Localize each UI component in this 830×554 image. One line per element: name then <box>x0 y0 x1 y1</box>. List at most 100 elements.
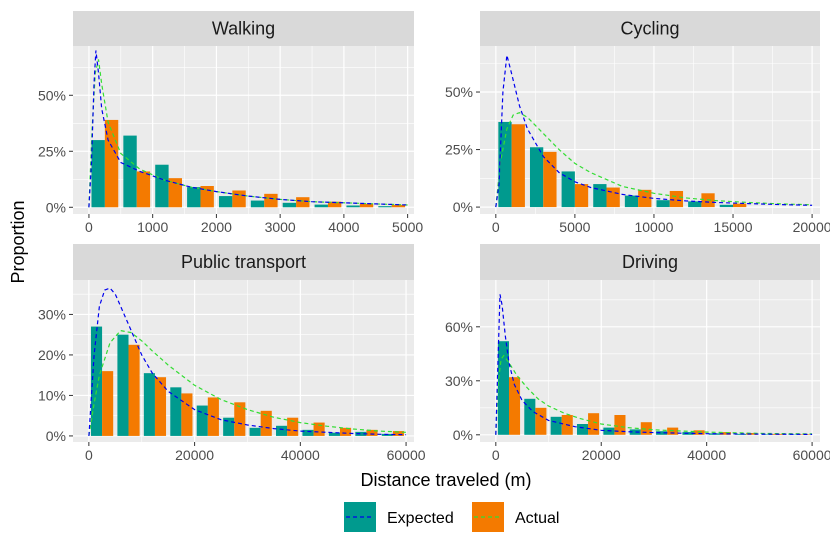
x-tick-label: 3000 <box>265 219 296 235</box>
bar-actual <box>327 201 342 208</box>
bar-actual <box>574 184 589 208</box>
bar-expected <box>624 195 639 208</box>
y-tick-label: 25% <box>445 142 473 158</box>
bar-expected <box>524 398 536 435</box>
panel-strip <box>73 244 414 280</box>
curve-actual <box>495 112 813 208</box>
x-tick-label: 5000 <box>392 219 423 235</box>
x-tick-label: 0 <box>85 447 93 463</box>
y-tick-label: 25% <box>38 143 66 159</box>
bar-actual <box>392 431 404 436</box>
bar-expected <box>91 140 105 208</box>
panel-1: Cycling 0 5000 10000 15000 20000 0% 25% 50% <box>445 11 830 235</box>
bar-expected <box>328 432 340 436</box>
panel-title: Public transport <box>181 252 306 272</box>
bar-actual <box>154 377 167 436</box>
y-tick-label: 0% <box>453 427 473 443</box>
y-tick-label: 10% <box>38 387 66 403</box>
panel-title: Cycling <box>620 19 679 39</box>
x-tick-label: 10000 <box>634 219 673 235</box>
bar-expected <box>550 416 562 435</box>
y-tick-label: 30% <box>445 373 473 389</box>
bar-actual <box>234 402 246 436</box>
bar-actual <box>359 203 374 208</box>
x-tick-label: 0 <box>85 219 93 235</box>
bar-actual <box>746 433 758 435</box>
bar-expected <box>143 373 155 436</box>
bar-expected <box>123 135 137 208</box>
x-tick-label: 60000 <box>387 447 426 463</box>
bar-actual <box>606 187 620 208</box>
bar-expected <box>218 196 233 208</box>
bar-expected <box>346 205 360 208</box>
bar-actual <box>614 415 626 435</box>
bar-expected <box>629 429 641 435</box>
x-tick-label: 20000 <box>793 219 830 235</box>
bar-actual <box>719 432 731 435</box>
x-tick-label: 60000 <box>793 447 830 463</box>
bar-actual <box>693 430 705 435</box>
y-tick-label: 60% <box>445 319 473 335</box>
bar-expected <box>656 200 670 208</box>
bar-actual <box>339 427 352 436</box>
x-tick-label: 2000 <box>201 219 232 235</box>
bar-expected <box>276 425 288 436</box>
legend-entry-expected: Expected <box>344 502 454 532</box>
bar-expected <box>302 429 314 436</box>
bar-actual <box>366 429 378 436</box>
bar-expected <box>314 204 328 208</box>
bar-actual <box>287 417 299 436</box>
legend-label: Expected <box>387 510 454 527</box>
legend-entry-actual: Actual <box>472 502 559 532</box>
panel-title: Walking <box>212 19 275 39</box>
bar-expected <box>187 187 201 208</box>
x-tick-label: 5000 <box>559 219 590 235</box>
bar-actual <box>669 190 684 208</box>
bar-actual <box>264 193 278 208</box>
bar-expected <box>282 202 297 208</box>
bar-actual <box>640 422 652 435</box>
bar-expected <box>117 334 129 436</box>
curve-expected <box>495 294 813 435</box>
bar-actual <box>168 178 182 208</box>
bar-expected <box>761 434 773 435</box>
bar-expected <box>196 405 208 436</box>
bar-actual <box>181 393 193 436</box>
bar-expected <box>498 121 512 208</box>
bar-expected <box>593 184 607 208</box>
bar-actual <box>535 407 547 435</box>
panel-2: Public transport 0 20000 40000 60000 0% 10% 20%… <box>38 244 426 463</box>
x-tick-label: 20000 <box>582 447 621 463</box>
bar-actual <box>136 171 151 208</box>
bar-expected <box>155 164 169 208</box>
y-axis-title: Proportion <box>8 200 28 283</box>
panel-strip <box>73 11 414 46</box>
bar-expected <box>561 171 575 208</box>
bar-actual <box>638 189 652 208</box>
bar-actual <box>200 186 214 208</box>
bar-expected <box>250 200 265 208</box>
y-tick-label: 20% <box>38 347 66 363</box>
y-tick-label: 0% <box>46 428 66 444</box>
legend-label: Actual <box>515 510 559 527</box>
y-tick-label: 50% <box>445 84 473 100</box>
bar-expected <box>90 326 103 436</box>
bar-actual <box>588 413 600 435</box>
bar-actual <box>104 119 119 208</box>
curve-expected <box>88 287 407 436</box>
bar-actual <box>511 124 525 208</box>
bar-actual <box>260 410 272 436</box>
panel-title: Driving <box>622 252 678 272</box>
x-axis-title: Distance traveled (m) <box>360 470 531 490</box>
bar-expected <box>576 424 589 435</box>
x-tick-label: 15000 <box>714 219 753 235</box>
bar-actual <box>391 205 406 208</box>
bar-expected <box>170 387 182 436</box>
bar-actual <box>733 203 747 208</box>
panel-0: Walking 0 1000 2000 3000 4000 5000 0% 25% 50% <box>38 11 423 235</box>
x-tick-label: 40000 <box>281 447 320 463</box>
curve-actual <box>495 354 813 435</box>
x-tick-label: 40000 <box>687 447 726 463</box>
curve-expected <box>495 55 813 208</box>
